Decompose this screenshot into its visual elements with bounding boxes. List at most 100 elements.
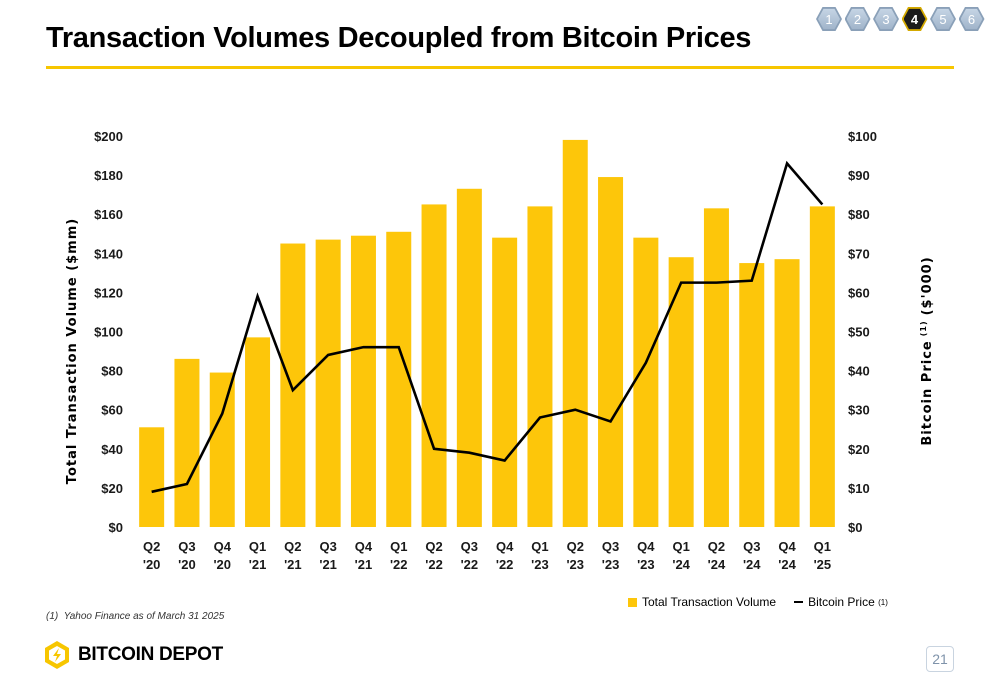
volume-legend-swatch [628, 597, 637, 607]
left-axis-tick: $160 [94, 207, 123, 222]
x-axis-label-line: '23 [637, 557, 655, 572]
volume-bar [809, 206, 835, 527]
x-axis-label-line: Q4 [778, 539, 796, 554]
right-axis-tick: $0 [848, 520, 862, 535]
x-axis-label-line: Q2 [567, 539, 584, 554]
x-axis-label-line: '21 [319, 557, 337, 572]
x-axis-label-line: Q2 [708, 539, 725, 554]
right-axis-tick: $50 [848, 325, 870, 340]
x-axis-label: Q4'22 [496, 539, 514, 572]
x-axis-label-line: '23 [602, 557, 620, 572]
x-axis-label-line: Q2 [143, 539, 160, 554]
right-axis-tick: $40 [848, 364, 870, 379]
right-axis-ticks: $0 $10 $20 $30 $40 $50 $60 $70 $80 $90 $100 [848, 129, 877, 535]
volume-bar [492, 237, 518, 527]
left-axis-tick: $20 [101, 481, 123, 496]
x-axis-label: Q2'22 [425, 539, 443, 572]
right-axis-tick: $90 [848, 168, 870, 183]
right-axis-title: Bitcoin Price (1) ($'000) [919, 256, 935, 445]
x-axis-label-line: Q3 [743, 539, 760, 554]
nav-page-1[interactable]: 1 [816, 7, 842, 31]
price-legend-note: (1) [878, 597, 888, 607]
x-axis-label: Q4'21 [355, 539, 373, 572]
title-underline [46, 66, 954, 69]
right-axis-tick: $100 [848, 129, 877, 144]
volume-bar [598, 177, 624, 527]
bitcoin-depot-logo: BITCOIN DEPOT [44, 640, 223, 670]
x-axis-label-line: '22 [461, 557, 479, 572]
x-axis-label: Q2'21 [284, 539, 302, 572]
x-axis-label-line: '24 [672, 557, 690, 572]
x-axis-label: Q3'24 [743, 539, 761, 572]
x-axis-label: Q1'25 [814, 539, 832, 572]
x-axis-label-line: Q4 [355, 539, 373, 554]
volume-bar [280, 243, 306, 527]
right-axis-tick: $10 [848, 481, 870, 496]
volume-bar [139, 427, 165, 527]
x-axis-label-line: '21 [355, 557, 373, 572]
volume-bar [350, 235, 376, 527]
volume-bar [456, 188, 482, 527]
x-axis-label-line: Q3 [178, 539, 195, 554]
nav-page-label: 2 [846, 8, 869, 30]
x-axis-label-line: '23 [531, 557, 549, 572]
left-axis-tick: $40 [101, 442, 123, 457]
left-axis-ticks: $0 $20 $40 $60 $80 $100 $120 $140 $160 $180 $200 [94, 129, 123, 535]
x-axis-label-line: Q3 [319, 539, 336, 554]
x-axis-label-line: Q4 [496, 539, 514, 554]
right-axis-tick: $20 [848, 442, 870, 457]
left-axis-tick: $80 [101, 364, 123, 379]
nav-page-label: 4 [903, 8, 926, 30]
price-legend-swatch [794, 601, 804, 603]
right-axis-tick: $30 [848, 403, 870, 418]
footnote-text: Yahoo Finance as of March 31 2025 [63, 611, 225, 622]
x-axis-label-line: Q1 [249, 539, 266, 554]
nav-page-3[interactable]: 3 [873, 7, 899, 31]
right-axis-title-units: ($'000) [920, 256, 935, 315]
volume-bar [739, 263, 765, 527]
left-axis-tick: $120 [94, 285, 123, 300]
logo-text: BITCOIN DEPOT [78, 644, 223, 665]
x-axis-label: Q3'22 [461, 539, 479, 572]
price-legend-label: Bitcoin Price [808, 595, 875, 609]
nav-page-4[interactable]: 4 [901, 7, 928, 31]
volume-legend-label: Total Transaction Volume [642, 595, 777, 609]
x-axis-label-line: Q3 [602, 539, 619, 554]
right-axis-tick: $80 [848, 207, 870, 222]
x-axis-label-line: '20 [213, 557, 231, 572]
volume-bar [245, 337, 271, 527]
x-axis-label-line: '24 [743, 557, 761, 572]
nav-page-2[interactable]: 2 [844, 7, 871, 31]
volume-bar [315, 239, 341, 528]
x-axis-label-line: '21 [249, 557, 267, 572]
x-axis-label: Q2'24 [708, 539, 726, 572]
left-axis-tick: $140 [94, 246, 123, 261]
x-axis-label: Q1'21 [249, 539, 267, 572]
footnote: (1) Yahoo Finance as of March 31 2025 [46, 611, 224, 622]
x-axis-label-line: '24 [778, 557, 796, 572]
x-axis-label-line: Q2 [284, 539, 301, 554]
x-axis-label: Q3'21 [319, 539, 337, 572]
x-axis-label-line: Q1 [814, 539, 831, 554]
nav-page-5[interactable]: 5 [930, 7, 956, 31]
x-axis-label: Q2'23 [566, 539, 584, 572]
volume-bar [774, 259, 800, 527]
footnote-marker: (1) [46, 611, 59, 622]
x-axis-label-line: '23 [566, 557, 584, 572]
volume-bar [421, 204, 447, 528]
right-axis-title-main: Bitcoin Price [920, 340, 935, 445]
x-axis-label-line: Q4 [637, 539, 655, 554]
volume-bar [633, 237, 659, 527]
left-axis-title: Total Transaction Volume ($mm) [65, 218, 80, 484]
nav-page-6[interactable]: 6 [958, 7, 985, 31]
x-axis-label: Q1'24 [672, 539, 690, 572]
left-axis-tick: $0 [109, 520, 123, 535]
x-axis-label: Q4'20 [213, 539, 231, 572]
volume-bar [527, 206, 553, 527]
left-axis-tick: $60 [101, 403, 123, 418]
x-axis-label: Q3'23 [602, 539, 620, 572]
volume-bar [209, 372, 235, 527]
left-axis-tick: $200 [94, 129, 123, 144]
page-number: 21 [926, 646, 954, 672]
